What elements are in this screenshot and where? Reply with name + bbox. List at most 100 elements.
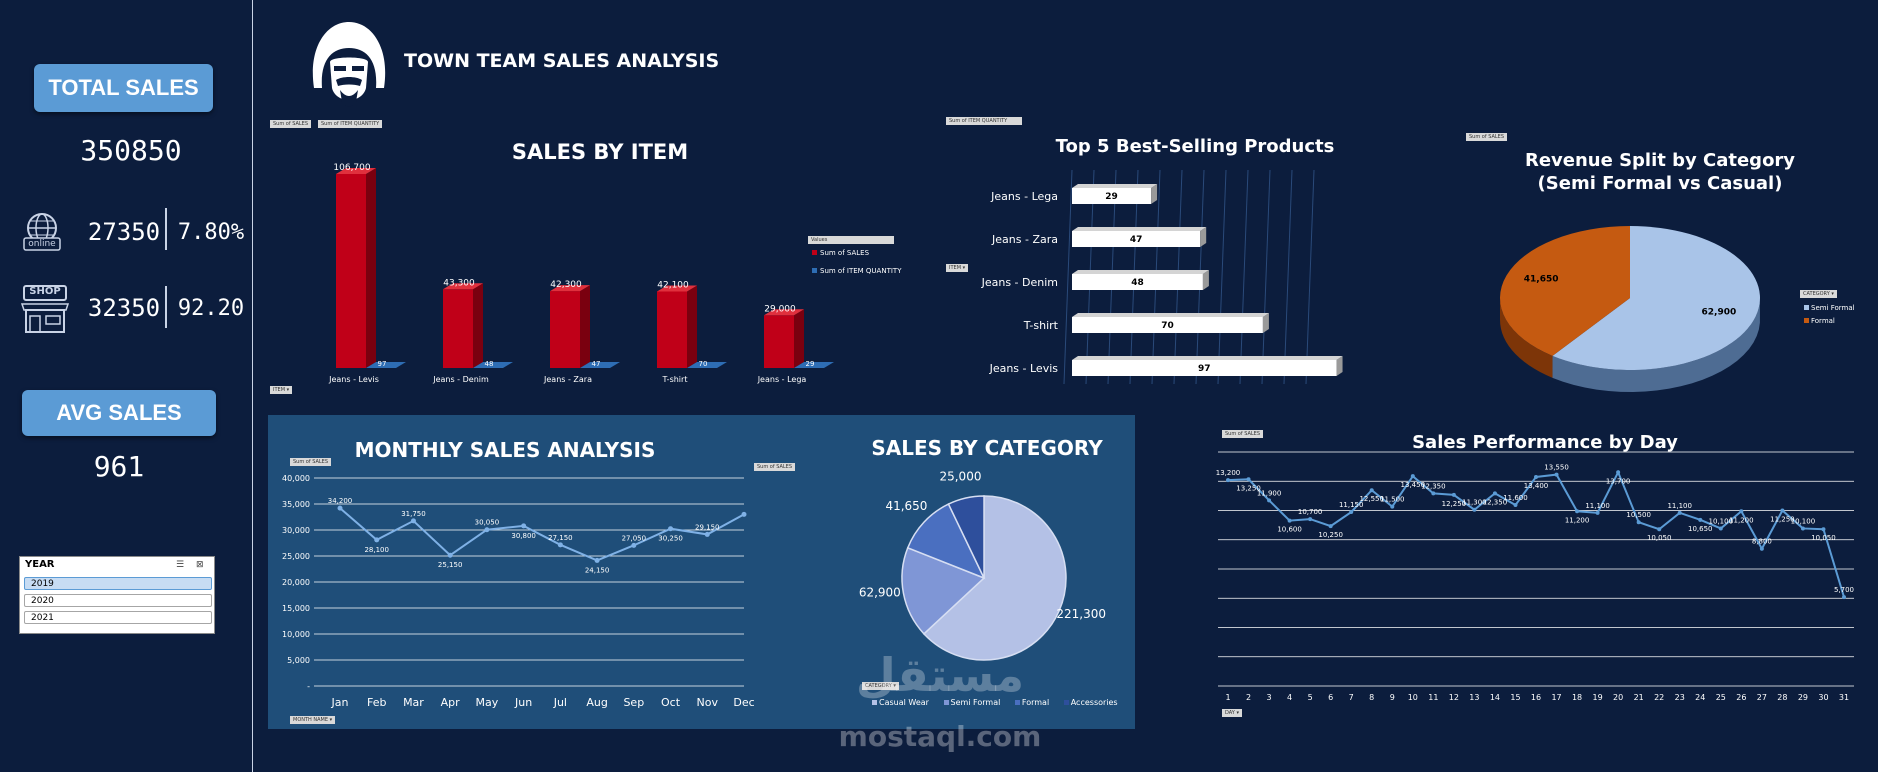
day-value-label: 5,700 (1834, 586, 1854, 594)
item-qty-bar (687, 362, 727, 368)
item-sales-bar-side (473, 283, 483, 368)
day-point (1308, 517, 1313, 522)
monthly-month-label: Oct (661, 696, 681, 709)
day-point (1431, 491, 1436, 496)
multi-select-icon[interactable]: ☰ (176, 560, 185, 570)
day-point (1739, 509, 1744, 514)
item-category-label: Jeans - Zara (543, 375, 592, 384)
item-category-label: T-shirt (662, 375, 688, 384)
avg-sales-button[interactable]: AVG SALES (22, 390, 216, 436)
top5-category-label: Jeans - Zara (991, 233, 1058, 246)
monthly-month-label: Jun (514, 696, 532, 709)
day-x-label: 18 (1572, 693, 1582, 702)
top5-gridline (1217, 169, 1227, 385)
monthly-month-label: Aug (586, 696, 607, 709)
left-panel-divider (252, 0, 253, 772)
top5-bar (1072, 360, 1337, 376)
day-value-label: 11,200 (1729, 516, 1754, 524)
day-value-label: 8,800 (1752, 538, 1772, 546)
tag-sum-sales-5[interactable]: Sum of SALES (1222, 430, 1264, 438)
day-value-label: 12,250 (1442, 500, 1467, 508)
item-category-label: Jeans - Levis (328, 375, 379, 384)
item-qty-bar (473, 362, 513, 368)
monthly-month-label: May (476, 696, 499, 709)
day-value-label: 13,250 (1236, 484, 1261, 492)
day-x-label: 22 (1654, 693, 1664, 702)
item-sales-bar-top (764, 309, 804, 316)
top5-value-label: 47 (1130, 235, 1143, 245)
day-point (1226, 478, 1230, 483)
monthly-value-label: 34,200 (328, 497, 353, 505)
tag-sum-sales-3[interactable]: Sum of SALES (290, 458, 332, 466)
monthly-value-label: 30,250 (658, 535, 683, 543)
item-sales-bar (336, 174, 366, 368)
tag-sum-sales-1[interactable]: Sum of SALES (270, 120, 312, 128)
avg-sales-value: 961 (93, 450, 145, 483)
day-x-label: 15 (1510, 693, 1520, 702)
item-sales-bar-side (687, 285, 697, 368)
top5-category-label: Jeans - Lega (990, 190, 1058, 203)
category-value-label: 221,300 (1056, 607, 1106, 621)
item-qty-label: 47 (592, 360, 601, 368)
day-x-label: 27 (1757, 693, 1767, 702)
day-point (1657, 527, 1662, 532)
monthly-value-label: 27,150 (548, 534, 573, 542)
day-point (1492, 491, 1497, 496)
dashboard-title: TOWN TEAM SALES ANALYSIS (404, 50, 720, 72)
year-slicer[interactable]: YEAR ☰ ⊠ 2019 2020 2021 (19, 556, 215, 634)
item-sales-bar-top (550, 285, 590, 292)
day-value-label: 12,550 (1359, 495, 1384, 503)
day-value-label: 11,100 (1585, 502, 1610, 510)
monthly-ytick-label: - (307, 682, 310, 691)
monthly-value-label: 25,150 (438, 561, 463, 569)
monthly-ytick-label: 5,000 (287, 656, 310, 665)
monthly-ytick-label: 20,000 (282, 578, 310, 587)
revenue-split-subtitle: (Semi Formal vs Casual) (1537, 173, 1783, 194)
day-value-label: 11,500 (1380, 496, 1405, 504)
monthly-sales-chart: 40,000 35,000 30,000 25,000 20,000 15,000 10,0… (282, 474, 755, 709)
day-value-label: 13,450 (1401, 481, 1426, 489)
total-sales-button[interactable]: TOTAL SALES (34, 64, 213, 112)
tag-day-filter[interactable]: DAY ▾ (1222, 709, 1242, 717)
tag-item-filter-1[interactable]: ITEM ▾ (270, 386, 293, 394)
tag-month-filter[interactable]: MONTH NAME ▾ (290, 716, 336, 724)
item-sales-label: 42,100 (657, 280, 689, 290)
day-point (1267, 498, 1272, 503)
top5-bar-side (1151, 184, 1158, 204)
monthly-point (631, 542, 637, 548)
day-value-label: 12,350 (1483, 498, 1508, 506)
tag-sum-sales-2[interactable]: Sum of SALES (1466, 133, 1508, 141)
legend-casual-wear: Casual Wear (872, 698, 929, 707)
sales-by-item-title: SALES BY ITEM (511, 140, 689, 164)
item-qty-label: 29 (806, 360, 815, 368)
legend-semi-formal: Semi Formal (1804, 304, 1855, 312)
day-x-label: 5 (1308, 693, 1313, 702)
tag-item-filter-2[interactable]: ITEM ▾ (946, 264, 969, 272)
sales-by-category-chart: 221,300 62,900 41,650 25,000 (859, 469, 1106, 661)
tag-sum-sales-4[interactable]: Sum of SALES (754, 463, 796, 471)
monthly-sales-title: MONTHLY SALES ANALYSIS (354, 438, 656, 462)
year-option-2019[interactable]: 2019 (24, 577, 212, 590)
day-value-label: 13,400 (1524, 482, 1549, 490)
top5-gridline (1239, 169, 1249, 385)
category-slice (947, 495, 985, 579)
tag-category-filter-2[interactable]: CATEGORY ▾ (862, 682, 899, 690)
sales-by-category-title: SALES BY CATEGORY (871, 436, 1103, 460)
item-sales-label: 42,300 (550, 280, 582, 290)
day-x-label: 26 (1736, 693, 1746, 702)
monthly-month-label: Apr (441, 696, 461, 709)
total-sales-value: 350850 (80, 134, 182, 167)
tag-category-filter-1[interactable]: CATEGORY ▾ (1800, 290, 1837, 298)
tag-sum-qty-1[interactable]: Sum of ITEM QUANTITY (318, 120, 383, 128)
top5-bar-top (1072, 356, 1343, 360)
tag-sum-qty-2[interactable]: Sum of ITEM QUANTITY (946, 117, 1022, 125)
day-point (1554, 472, 1559, 477)
clear-filter-icon[interactable]: ⊠ (196, 560, 204, 570)
year-option-2020[interactable]: 2020 (24, 594, 212, 607)
monthly-point (410, 518, 416, 524)
category-value-label: 41,650 (885, 499, 927, 513)
day-value-label: 11,600 (1503, 494, 1528, 502)
year-option-2021[interactable]: 2021 (24, 611, 212, 624)
monthly-value-label: 30,800 (511, 532, 535, 540)
revenue-split-legend: Semi Formal Formal (1804, 304, 1855, 325)
